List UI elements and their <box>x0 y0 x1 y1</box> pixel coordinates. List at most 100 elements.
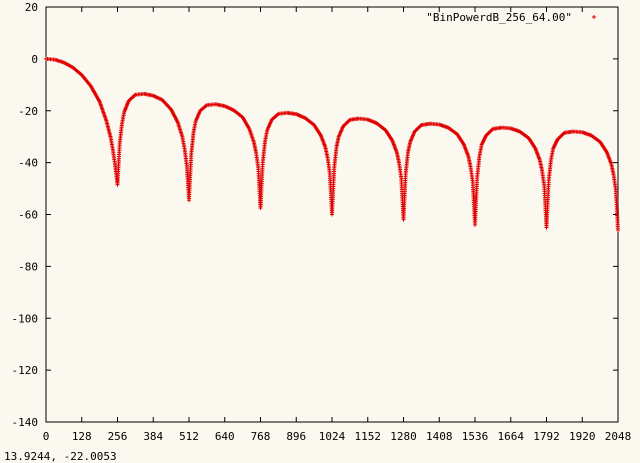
y-tick-label: -100 <box>12 312 39 325</box>
legend-series-label: "BinPowerdB_256_64.00" <box>426 11 572 24</box>
data-point <box>103 117 108 122</box>
y-tick-label: -120 <box>12 364 39 377</box>
data-point <box>588 133 593 138</box>
y-tick-label: -40 <box>18 157 38 170</box>
data-point <box>389 137 394 142</box>
data-point <box>332 167 337 172</box>
data-point <box>69 64 74 69</box>
data-point <box>264 129 269 134</box>
data-point <box>191 132 196 137</box>
x-tick-label: 512 <box>179 430 199 443</box>
data-point <box>604 149 609 154</box>
data-point <box>221 103 226 108</box>
data-point <box>373 120 378 125</box>
data-point <box>490 127 495 132</box>
data-point <box>117 143 122 148</box>
data-point <box>611 170 616 175</box>
y-tick-label: 0 <box>31 53 38 66</box>
data-point <box>578 130 583 135</box>
data-point <box>412 130 417 135</box>
data-point <box>60 60 65 65</box>
data-point <box>407 141 412 146</box>
x-tick-label: 2048 <box>605 430 632 443</box>
data-point <box>292 111 297 116</box>
data-point <box>475 176 480 181</box>
data-point <box>110 147 115 152</box>
data-point <box>119 123 124 128</box>
data-point <box>340 125 345 130</box>
data-point <box>132 93 137 98</box>
data-point <box>318 132 323 137</box>
data-point <box>461 141 466 146</box>
data-point <box>179 133 184 138</box>
data-point <box>51 57 56 62</box>
y-tick-label: -140 <box>12 416 39 429</box>
legend-marker-symbol <box>592 15 596 19</box>
data-point <box>516 129 521 134</box>
data-point <box>189 154 194 159</box>
data-point <box>262 141 267 146</box>
x-tick-label: 0 <box>43 430 50 443</box>
data-point <box>546 180 551 185</box>
data-point <box>275 112 280 117</box>
data-point <box>435 122 440 127</box>
x-tick-label: 1536 <box>462 430 489 443</box>
data-point <box>615 226 620 231</box>
data-point <box>548 159 553 164</box>
data-point <box>334 146 339 151</box>
data-point <box>613 186 618 191</box>
data-point <box>479 144 484 149</box>
data-point <box>184 161 189 166</box>
x-tick-label: 1664 <box>498 430 525 443</box>
data-point <box>537 156 542 161</box>
x-tick-label: 896 <box>286 430 306 443</box>
data-point <box>325 153 330 158</box>
data-point <box>405 151 410 156</box>
data-point <box>542 182 547 187</box>
data-point <box>230 107 235 112</box>
data-point <box>113 162 118 167</box>
data-point <box>108 134 113 139</box>
data-point <box>182 144 187 149</box>
data-point <box>327 169 332 174</box>
data-point <box>96 98 101 103</box>
data-point <box>203 103 208 108</box>
chart: 0 128 256 384 512 640 768 896 1024 1152 1280 1408 15… <box>12 1 632 443</box>
data-point <box>550 148 555 153</box>
data-point <box>539 166 544 171</box>
data-point <box>468 163 473 168</box>
data-point <box>246 125 251 130</box>
x-tick-label: 1920 <box>569 430 596 443</box>
x-tick-label: 640 <box>215 430 235 443</box>
x-tick-label: 1408 <box>426 430 453 443</box>
y-tick-label: 20 <box>25 1 38 14</box>
data-point <box>256 164 261 169</box>
data-point <box>126 100 131 105</box>
data-point <box>253 148 258 153</box>
data-point <box>477 155 482 160</box>
x-tick-label: 384 <box>143 430 163 443</box>
x-tick-label: 768 <box>251 430 271 443</box>
data-point <box>269 119 274 124</box>
data-point <box>394 148 399 153</box>
data-point <box>470 178 475 183</box>
data-point <box>121 111 126 116</box>
plot-frame <box>45 6 619 423</box>
legend-marker <box>592 15 596 19</box>
data-point <box>197 110 202 115</box>
data-point <box>532 145 537 150</box>
data-point <box>347 118 352 123</box>
data-point <box>302 115 307 120</box>
ticks-layer: 0 128 256 384 512 640 768 896 1024 1152 1280 1408 15… <box>12 1 632 443</box>
data-point <box>364 117 369 122</box>
y-tick-label: -20 <box>18 105 38 118</box>
y-tick-label: -60 <box>18 209 38 222</box>
data-point <box>561 131 566 136</box>
data-point <box>168 106 173 111</box>
data-point <box>507 126 512 131</box>
coordinate-readout: 13.9244, -22.0053 <box>4 450 117 463</box>
data-point <box>399 174 404 179</box>
x-tick-label: 1792 <box>533 430 560 443</box>
data-point <box>175 119 180 124</box>
